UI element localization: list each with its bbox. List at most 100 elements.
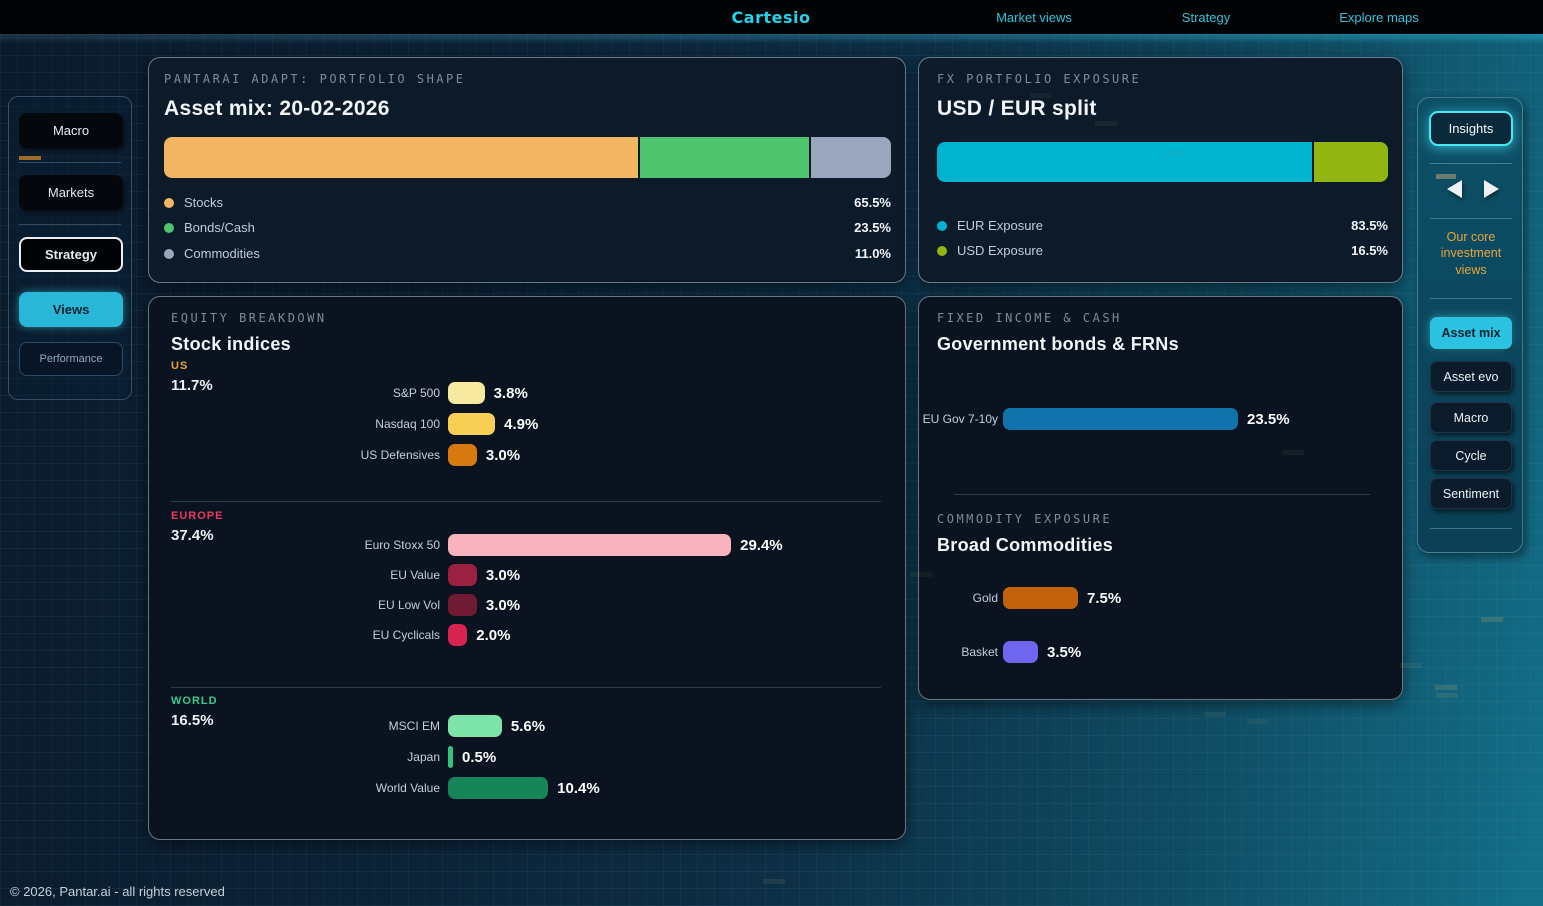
bar-value: 3.8% xyxy=(493,384,528,402)
bar-label: World Value xyxy=(375,781,440,795)
panel-title: Asset mix: 20-02-2026 xyxy=(164,97,390,120)
bar xyxy=(1003,587,1078,609)
bar-value: 3.0% xyxy=(485,596,521,614)
bar xyxy=(1003,641,1038,663)
fixed-income-panel: FIXED INCOME & CASH Government bonds & F… xyxy=(918,296,1403,700)
bar-row: Japan 0.5% xyxy=(149,746,905,768)
legend-row: EUR Exposure 83.5% xyxy=(937,218,1388,233)
legend-value: 65.5% xyxy=(854,195,891,210)
sidebar-divider xyxy=(1430,298,1512,299)
bar-row: US Defensives 3.0% xyxy=(149,444,905,466)
legend-row: USD Exposure 16.5% xyxy=(937,243,1388,258)
bar-value: 29.4% xyxy=(740,536,783,554)
fx-stacked-bar xyxy=(937,142,1388,182)
sidebar-divider xyxy=(19,224,121,225)
bar-label: MSCI EM xyxy=(388,719,440,733)
next-arrow-icon[interactable] xyxy=(1484,180,1499,198)
bar xyxy=(448,746,453,768)
commodities-bar-segment xyxy=(811,137,891,178)
insights-button[interactable]: Insights xyxy=(1429,111,1513,146)
bar-label: EU Low Vol xyxy=(377,598,440,612)
legend-dot-icon xyxy=(164,222,174,233)
section-label-us: US xyxy=(171,360,189,372)
legend-dot-icon xyxy=(937,245,947,256)
background-dash xyxy=(1247,719,1269,724)
brand-logo[interactable]: Cartesio xyxy=(731,8,811,27)
sidebar-divider xyxy=(1430,163,1512,164)
legend-row: Stocks 65.5% xyxy=(164,195,891,210)
sidebar-button-strategy[interactable]: Strategy xyxy=(19,237,123,272)
section-total-us: 11.7% xyxy=(171,377,213,394)
bar-value: 2.0% xyxy=(476,626,511,644)
legend-dot-icon xyxy=(937,220,947,231)
nav-item-market-views[interactable]: Market views xyxy=(996,10,1072,25)
section-total-world: 16.5% xyxy=(171,712,214,729)
legend-label: Bonds/Cash xyxy=(184,220,255,235)
legend-label: USD Exposure xyxy=(957,243,1043,258)
macro-indicator-dash xyxy=(19,156,41,160)
equity-breakdown-panel: EQUITY BREAKDOWN Stock indices US 11.7% … xyxy=(148,296,906,840)
sidebar-button-markets[interactable]: Markets xyxy=(19,175,123,210)
section-total-europe: 37.4% xyxy=(171,527,214,544)
bar xyxy=(448,594,477,616)
bar-row: S&P 500 3.8% xyxy=(149,382,905,404)
view-button-cycle[interactable]: Cycle xyxy=(1430,440,1512,471)
section-divider xyxy=(171,501,881,502)
view-button-asset-evo[interactable]: Asset evo xyxy=(1430,361,1512,392)
section-label-europe: EUROPE xyxy=(171,510,224,522)
bar-row: Basket 3.5% xyxy=(919,641,1402,663)
bar-label: Japan xyxy=(407,750,440,764)
bar-value: 5.6% xyxy=(510,717,546,735)
top-gradient-strip xyxy=(0,34,1543,44)
sidebar-button-macro[interactable]: Macro xyxy=(19,113,123,148)
panel-kicker: COMMODITY EXPOSURE xyxy=(937,512,1113,526)
view-button-sentiment[interactable]: Sentiment xyxy=(1430,478,1512,509)
section-label-world: WORLD xyxy=(171,695,218,707)
footer-copyright: © 2026, Pantar.ai - all rights reserved xyxy=(10,884,225,899)
bar-label: EU Cyclicals xyxy=(372,628,440,642)
panel-kicker: PANTARAI ADAPT: PORTFOLIO SHAPE xyxy=(164,72,466,86)
background-dash xyxy=(1435,685,1457,690)
nav-item-explore-maps[interactable]: Explore maps xyxy=(1339,10,1419,25)
bar-label: S&P 500 xyxy=(392,386,440,400)
bar xyxy=(448,444,477,466)
bar xyxy=(448,413,496,435)
section-divider xyxy=(954,494,1370,495)
bar-value: 23.5% xyxy=(1247,410,1290,428)
legend-dot-icon xyxy=(164,248,174,259)
bar-row: EU Value 3.0% xyxy=(149,564,905,586)
bar xyxy=(448,382,485,404)
view-button-macro[interactable]: Macro xyxy=(1430,402,1512,433)
bar xyxy=(448,564,477,586)
legend-row: Bonds/Cash 23.5% xyxy=(164,220,891,235)
legend-label: EUR Exposure xyxy=(957,218,1043,233)
sidebar-button-views[interactable]: Views xyxy=(19,292,123,327)
bar xyxy=(448,715,502,737)
bar-label: EU Gov 7-10y xyxy=(922,412,998,426)
bar-value: 0.5% xyxy=(462,748,497,766)
bar-value: 4.9% xyxy=(504,415,539,433)
bar-label: US Defensives xyxy=(360,448,440,462)
bar xyxy=(448,534,732,556)
legend-row: Commodities 11.0% xyxy=(164,246,891,261)
view-button-asset-mix[interactable]: Asset mix xyxy=(1430,317,1512,349)
background-dash xyxy=(1400,663,1422,668)
bar-label: Nasdaq 100 xyxy=(375,417,440,431)
legend-value: 23.5% xyxy=(854,220,891,235)
right-sidebar: Insights Our core investment views Asset… xyxy=(1417,97,1523,553)
background-dash xyxy=(1204,712,1226,717)
panel-kicker: FX PORTFOLIO EXPOSURE xyxy=(937,72,1142,86)
bonds-cash-bar-segment xyxy=(639,137,810,178)
bar xyxy=(448,624,468,646)
nav-item-strategy[interactable]: Strategy xyxy=(1181,10,1231,25)
legend-value: 11.0% xyxy=(854,246,891,261)
top-navbar: Cartesio Market views Strategy Explore m… xyxy=(0,0,1543,34)
asset-mix-panel: PANTARAI ADAPT: PORTFOLIO SHAPE Asset mi… xyxy=(148,57,906,283)
bar-row: MSCI EM 5.6% xyxy=(149,715,905,737)
carousel-indicator-dash xyxy=(1436,174,1456,179)
background-dash xyxy=(763,879,785,884)
legend-value: 16.5% xyxy=(1351,243,1388,258)
stocks-bar-segment xyxy=(164,137,638,178)
prev-arrow-icon[interactable] xyxy=(1447,180,1462,198)
sidebar-button-performance[interactable]: Performance xyxy=(19,342,123,376)
